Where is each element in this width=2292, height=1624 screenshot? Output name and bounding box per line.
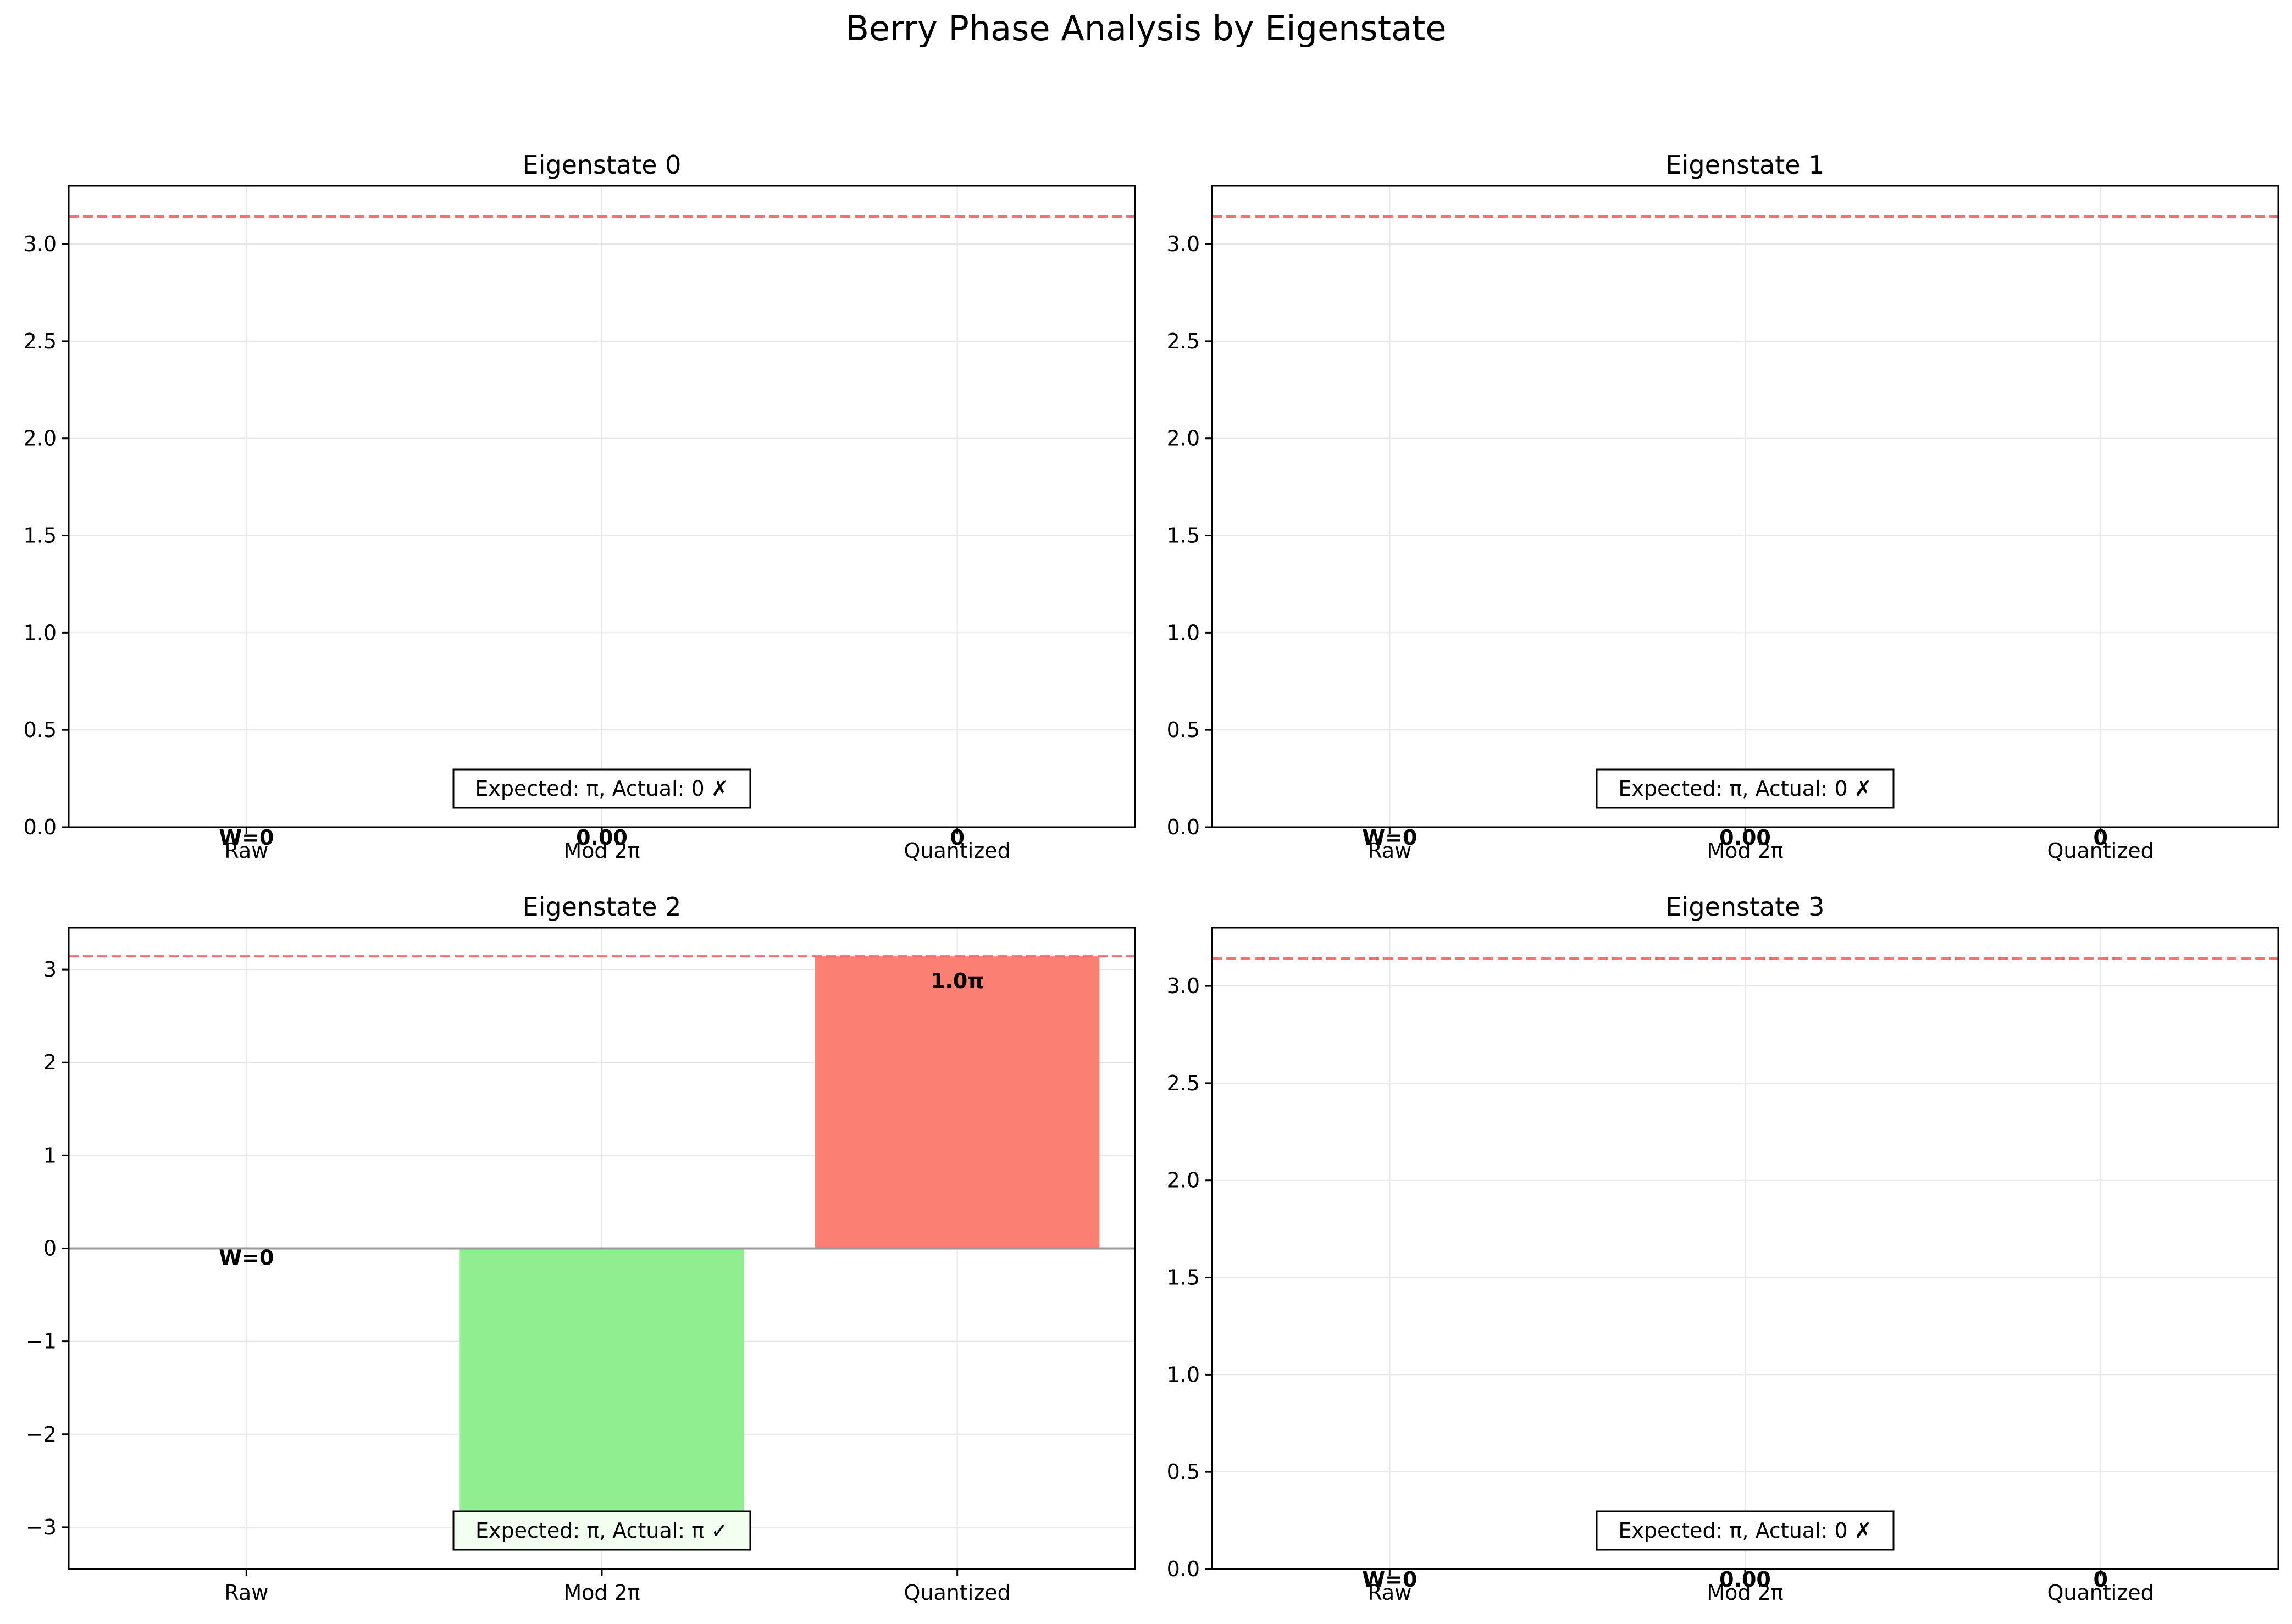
y-tick-label: 2.5 xyxy=(1167,329,1200,353)
y-tick-label: 1.5 xyxy=(24,524,57,548)
y-tick-label: 0.5 xyxy=(24,718,57,742)
annotation-text: Expected: π, Actual: π ✓ xyxy=(475,1518,728,1543)
x-tick-label: Raw xyxy=(224,1581,268,1605)
y-tick-label: 1.0 xyxy=(1167,1362,1200,1387)
bar-mod-2pi xyxy=(459,1248,744,1540)
bar-quantized xyxy=(815,956,1100,1249)
annotation-box xyxy=(452,768,751,809)
y-tick-label: 0.0 xyxy=(1167,815,1200,839)
y-tick-label: 2.5 xyxy=(1167,1071,1200,1095)
y-tick-label: 0.5 xyxy=(1167,1460,1200,1484)
annotation-text: Expected: π, Actual: 0 ✗ xyxy=(1618,777,1872,801)
y-tick-label: 2.0 xyxy=(24,426,57,451)
subplot-title: Eigenstate 3 xyxy=(1666,892,1825,922)
y-tick-label: 1.0 xyxy=(1167,620,1200,645)
y-tick-label: 2.5 xyxy=(24,329,57,353)
y-tick-label: 1.0 xyxy=(24,620,57,645)
x-tick-label: Mod 2π xyxy=(1707,839,1783,863)
x-tick-label: Quantized xyxy=(2047,839,2154,863)
y-tick-label: −3 xyxy=(26,1515,57,1539)
bar-value-label: W=0 xyxy=(219,1246,274,1270)
y-tick-label: 0 xyxy=(43,1237,57,1261)
x-tick-label: Raw xyxy=(1368,1581,1411,1605)
figure-title: Berry Phase Analysis by Eigenstate xyxy=(846,8,1447,48)
y-tick-label: 2 xyxy=(43,1050,57,1074)
x-tick-label: Mod 2π xyxy=(563,839,640,863)
y-tick-label: 1.5 xyxy=(1167,1266,1200,1290)
annotation-text: Expected: π, Actual: 0 ✗ xyxy=(475,777,728,801)
y-tick-label: −1 xyxy=(26,1329,57,1354)
annotation-text: Expected: π, Actual: 0 ✗ xyxy=(1618,1518,1872,1543)
y-tick-label: 3.0 xyxy=(24,232,57,256)
annotation-box xyxy=(1596,768,1895,809)
annotation-box xyxy=(452,1510,751,1551)
x-tick-label: Raw xyxy=(224,839,268,863)
x-tick-label: Quantized xyxy=(904,839,1011,863)
annotation-box xyxy=(1596,1510,1895,1551)
y-tick-label: 1.5 xyxy=(1167,524,1200,548)
subplot-title: Eigenstate 0 xyxy=(523,150,682,180)
bar-value-label: 1.0π xyxy=(931,969,984,993)
y-tick-label: −2 xyxy=(26,1422,57,1446)
y-tick-label: 3.0 xyxy=(1167,232,1200,256)
y-tick-label: 3.0 xyxy=(1167,974,1200,998)
y-tick-label: 0.5 xyxy=(1167,718,1200,742)
y-tick-label: 2.0 xyxy=(1167,426,1200,451)
y-tick-label: 0.0 xyxy=(24,815,57,839)
x-tick-label: Quantized xyxy=(2047,1581,2154,1605)
subplot-title: Eigenstate 2 xyxy=(523,892,682,922)
x-tick-label: Raw xyxy=(1368,839,1411,863)
x-tick-label: Quantized xyxy=(904,1581,1011,1605)
y-tick-label: 1 xyxy=(43,1143,57,1167)
x-tick-label: Mod 2π xyxy=(1707,1581,1783,1605)
subplot-title: Eigenstate 1 xyxy=(1666,150,1825,180)
y-tick-label: 2.0 xyxy=(1167,1168,1200,1193)
y-tick-label: 0.0 xyxy=(1167,1557,1200,1581)
x-tick-label: Mod 2π xyxy=(563,1581,640,1605)
y-tick-label: 3 xyxy=(43,957,57,982)
